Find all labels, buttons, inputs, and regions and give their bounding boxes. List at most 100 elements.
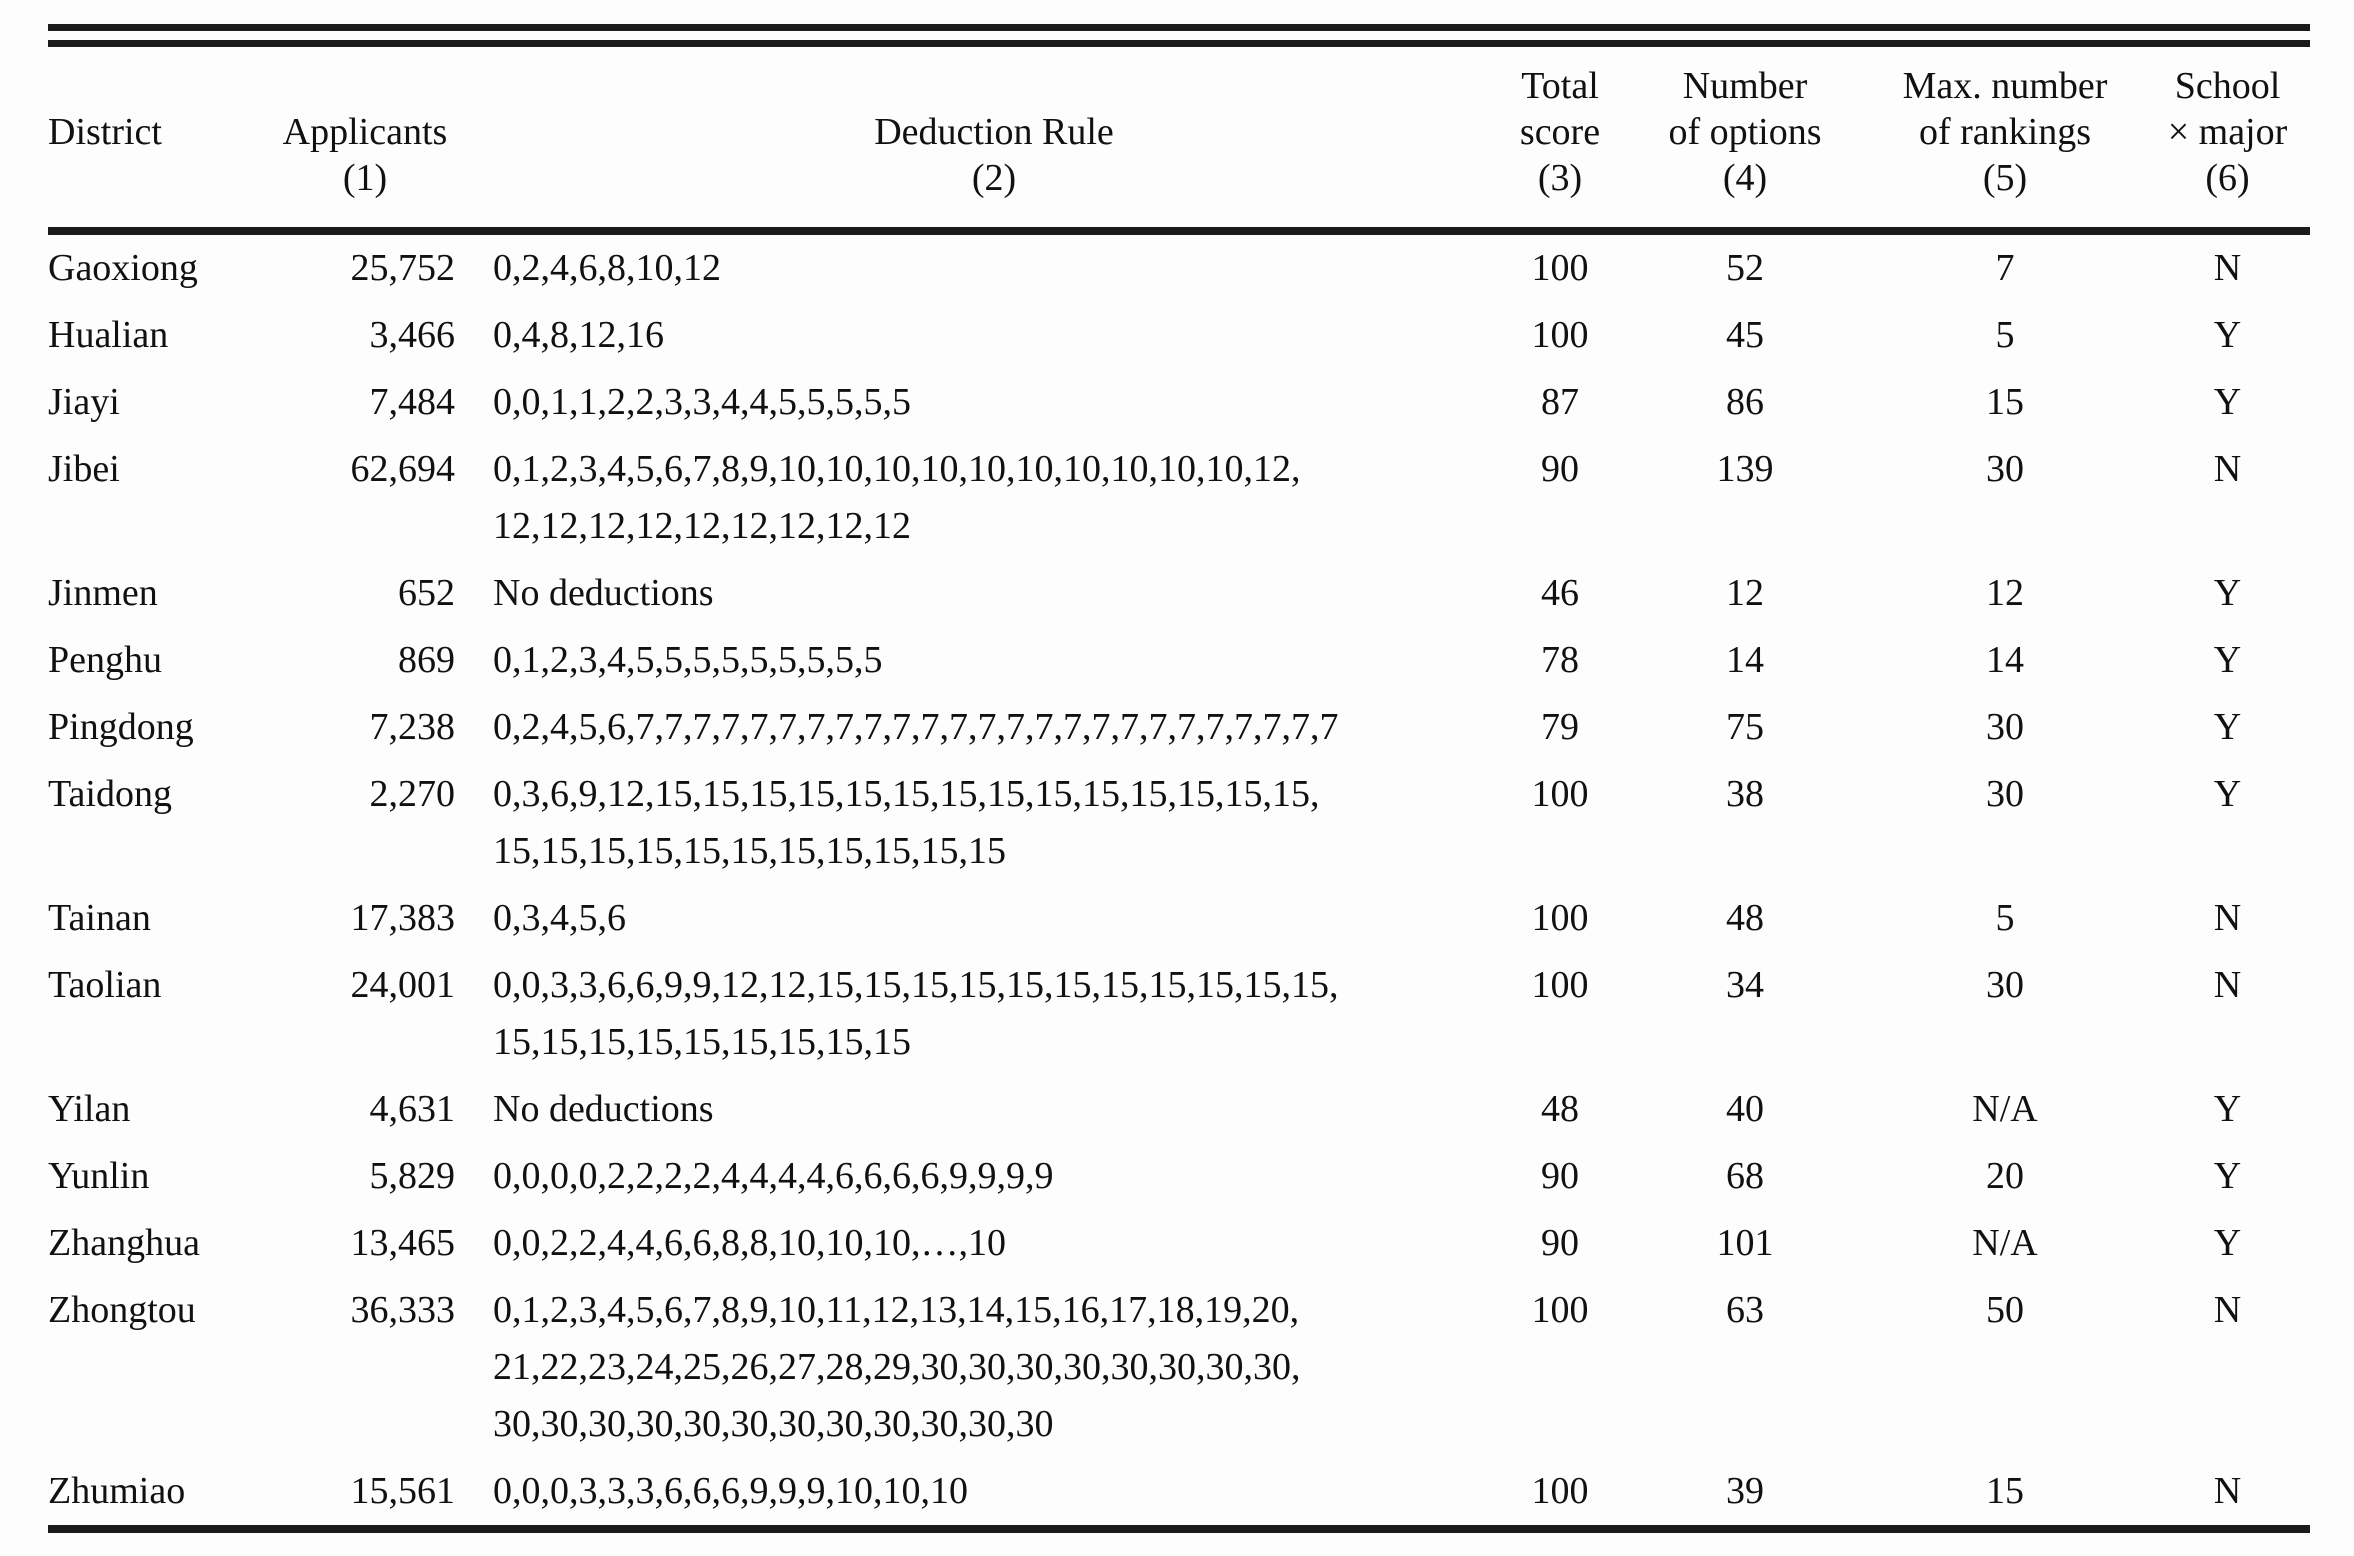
col-number-4: (4) (1722, 157, 1768, 199)
table-row: Pingdong 7,238 0,2,4,5,6,7,7,7,7,7,7,7,7… (48, 694, 2310, 761)
deduction-rule-line: 0,0,0,3,3,3,6,6,6,9,9,9,10,10,10 (493, 1470, 968, 1512)
total-score-cell: 46 (1541, 572, 1579, 614)
total-score-cell: 100 (1531, 247, 1589, 289)
district-cell: Hualian (48, 314, 169, 356)
col-number-5: (5) (1982, 157, 2028, 199)
col-number-3: (3) (1537, 157, 1583, 199)
deduction-rule-cell: 0,1,2,3,4,5,6,7,8,9,10,10,10,10,10,10,10… (460, 436, 1495, 560)
table-body: Gaoxiong 25,752 0,2,4,6,8,10,12 100 52 7… (48, 231, 2310, 1525)
deduction-rule-cell: 0,2,4,6,8,10,12 (460, 231, 1495, 302)
school-major-cell: Y (2213, 773, 2242, 815)
max-rankings-cell: 14 (1986, 639, 2024, 681)
max-rankings-cell: 30 (1986, 964, 2024, 1006)
col-label-score: score (1519, 111, 1601, 153)
school-major-cell: Y (2213, 381, 2242, 423)
table-header: District Applicants (1) Deduction Rule (… (48, 47, 2310, 235)
table-row: Jibei 62,694 0,1,2,3,4,5,6,7,8,9,10,10,1… (48, 436, 2310, 560)
deduction-rule-line: 15,15,15,15,15,15,15,15,15,15,15 (493, 830, 1006, 872)
deduction-rule-line: No deductions (493, 572, 714, 614)
deduction-rule-cell: 0,0,0,3,3,3,6,6,6,9,9,9,10,10,10 (460, 1458, 1495, 1525)
max-rankings-cell: 5 (1995, 314, 2015, 356)
deduction-rule-cell: 0,1,2,3,4,5,5,5,5,5,5,5,5,5 (460, 627, 1495, 694)
deduction-rule-cell: 0,3,6,9,12,15,15,15,15,15,15,15,15,15,15… (460, 761, 1495, 885)
school-major-cell: N (2213, 448, 2242, 490)
deduction-rule-line: 0,2,4,5,6,7,7,7,7,7,7,7,7,7,7,7,7,7,7,7,… (493, 706, 1339, 748)
deduction-rule-cell: 0,0,2,2,4,4,6,6,8,8,10,10,10,…,10 (460, 1210, 1495, 1277)
deduction-rule-line: 0,0,0,0,2,2,2,2,4,4,4,4,6,6,6,6,9,9,9,9 (493, 1155, 1054, 1197)
total-score-cell: 90 (1541, 1155, 1579, 1197)
deduction-rule-cell: 0,2,4,5,6,7,7,7,7,7,7,7,7,7,7,7,7,7,7,7,… (460, 694, 1495, 761)
max-rankings-cell: 5 (1995, 897, 2015, 939)
col-number-2: (2) (971, 157, 1017, 199)
max-rankings-cell: 30 (1986, 448, 2024, 490)
deduction-rule-line: 0,1,2,3,4,5,5,5,5,5,5,5,5,5 (493, 639, 883, 681)
school-major-cell: N (2213, 1470, 2242, 1512)
col-label-number: Number (1682, 65, 1808, 107)
deduction-rule-line: 0,0,2,2,4,4,6,6,8,8,10,10,10,…,10 (493, 1222, 1006, 1264)
total-score-cell: 100 (1531, 1470, 1589, 1512)
deduction-rule-cell: 0,4,8,12,16 (460, 302, 1495, 369)
district-cell: Taolian (48, 964, 162, 1006)
num-options-cell: 48 (1726, 897, 1764, 939)
applicants-cell: 25,752 (350, 247, 456, 289)
table-row: Jinmen 652 No deductions 46 12 12 Y (48, 560, 2310, 627)
total-score-cell: 100 (1531, 773, 1589, 815)
col-header-district: District (48, 47, 270, 235)
total-score-cell: 100 (1531, 964, 1589, 1006)
col-number-1: (1) (342, 157, 388, 199)
table-row: Taolian 24,001 0,0,3,3,6,6,9,9,12,12,15,… (48, 952, 2310, 1076)
deduction-rule-cell: 0,0,0,0,2,2,2,2,4,4,4,4,6,6,6,6,9,9,9,9 (460, 1143, 1495, 1210)
max-rankings-cell: 15 (1986, 1470, 2024, 1512)
applicants-cell: 652 (398, 572, 455, 614)
col-label-school: School (2174, 65, 2281, 107)
school-major-cell: Y (2213, 1155, 2242, 1197)
col-label-of-options: of options (1668, 111, 1822, 153)
col-label-x-major: × major (2167, 111, 2288, 153)
school-major-cell: N (2213, 964, 2242, 1006)
school-major-cell: N (2213, 1289, 2242, 1331)
school-major-cell: Y (2213, 706, 2242, 748)
total-score-cell: 90 (1541, 448, 1579, 490)
deduction-rule-cell: 0,0,3,3,6,6,9,9,12,12,15,15,15,15,15,15,… (460, 952, 1495, 1076)
table-row: Taidong 2,270 0,3,6,9,12,15,15,15,15,15,… (48, 761, 2310, 885)
col-label-district: District (48, 111, 162, 153)
col-label-applicants: Applicants (282, 111, 448, 153)
applicants-cell: 62,694 (350, 448, 456, 490)
max-rankings-cell: 15 (1986, 381, 2024, 423)
num-options-cell: 86 (1726, 381, 1764, 423)
total-score-cell: 87 (1541, 381, 1579, 423)
col-number-6: (6) (2205, 157, 2250, 199)
deduction-rule-line: 0,1,2,3,4,5,6,7,8,9,10,11,12,13,14,15,16… (493, 1289, 1300, 1331)
col-label-deduction-rule: Deduction Rule (874, 111, 1114, 153)
deduction-rule-line: 0,1,2,3,4,5,6,7,8,9,10,10,10,10,10,10,10… (493, 448, 1301, 490)
district-cell: Gaoxiong (48, 247, 198, 289)
total-score-cell: 79 (1541, 706, 1579, 748)
district-deduction-table: District Applicants (1) Deduction Rule (… (48, 47, 2310, 1525)
school-major-cell: N (2213, 247, 2242, 289)
total-score-cell: 48 (1541, 1088, 1579, 1130)
col-header-max-rankings: Max. number of rankings (5) (1865, 47, 2145, 235)
total-score-cell: 100 (1531, 314, 1589, 356)
school-major-cell: Y (2213, 1222, 2242, 1264)
total-score-cell: 100 (1531, 1289, 1589, 1331)
table-row: Jiayi 7,484 0,0,1,1,2,2,3,3,4,4,5,5,5,5,… (48, 369, 2310, 436)
deduction-rule-line: 0,3,4,5,6 (493, 897, 626, 939)
table-row: Yilan 4,631 No deductions 48 40 N/A Y (48, 1076, 2310, 1143)
district-cell: Yilan (48, 1088, 131, 1130)
school-major-cell: N (2213, 897, 2242, 939)
school-major-cell: Y (2213, 572, 2242, 614)
district-cell: Zhanghua (48, 1222, 200, 1264)
district-cell: Jibei (48, 448, 120, 490)
num-options-cell: 101 (1716, 1222, 1774, 1264)
max-rankings-cell: 20 (1986, 1155, 2024, 1197)
num-options-cell: 40 (1726, 1088, 1764, 1130)
deduction-rule-line: 15,15,15,15,15,15,15,15,15 (493, 1021, 911, 1063)
table-row: Zhumiao 15,561 0,0,0,3,3,3,6,6,6,9,9,9,1… (48, 1458, 2310, 1525)
num-options-cell: 45 (1726, 314, 1764, 356)
applicants-cell: 36,333 (350, 1289, 456, 1331)
applicants-cell: 15,561 (350, 1470, 456, 1512)
num-options-cell: 63 (1726, 1289, 1764, 1331)
applicants-cell: 7,238 (369, 706, 456, 748)
applicants-cell: 869 (398, 639, 455, 681)
applicants-cell: 3,466 (369, 314, 456, 356)
